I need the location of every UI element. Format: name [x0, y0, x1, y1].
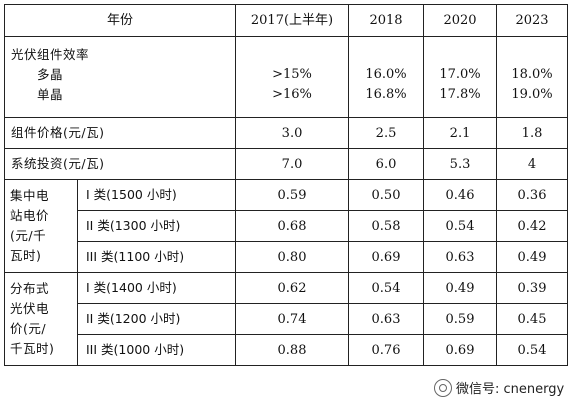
- central-class-3-label: III 类(1100 小时): [76, 241, 237, 273]
- distributed-class-3-2023: 0.54: [496, 334, 569, 366]
- pv-data-table: 年份 2017(上半年) 2018 2020 2023 光伏组件效率 多晶 单晶…: [3, 4, 569, 366]
- distributed-class-2-2023: 0.45: [496, 303, 569, 335]
- system-invest-2023: 4: [496, 148, 569, 180]
- mono-2020: 17.8%: [439, 87, 481, 102]
- system-invest-label: 系统投资(元/瓦): [3, 148, 237, 180]
- distributed-class-3-2017: 0.88: [235, 334, 350, 366]
- pv-data-table-wrapper: 年份 2017(上半年) 2018 2020 2023 光伏组件效率 多晶 单晶…: [3, 4, 569, 366]
- distributed-class-3-label: III 类(1000 小时): [76, 334, 237, 366]
- central-label-line-4: 瓦时): [10, 248, 42, 263]
- central-class-1-2023: 0.36: [496, 179, 569, 211]
- central-row-3: III 类(1100 小时) 0.80 0.69 0.63 0.49: [5, 241, 569, 273]
- mono-crystal-label: 单晶: [37, 87, 64, 102]
- multi-2017: >15%: [272, 67, 312, 82]
- distributed-class-1-label: I 类(1400 小时): [76, 272, 237, 304]
- year-2018-header: 2018: [348, 4, 425, 37]
- distributed-label-line-1: 分布式: [10, 281, 50, 296]
- wechat-watermark: 微信号: cnenergy: [434, 378, 564, 397]
- central-class-1-2017: 0.59: [235, 179, 350, 211]
- year-header: 年份: [3, 4, 237, 37]
- central-class-3-2020: 0.63: [423, 241, 498, 273]
- system-invest-2020: 5.3: [423, 148, 498, 180]
- efficiency-row: 光伏组件效率 多晶 单晶 >15% >16% 16.0% 16.8% 17.0%…: [3, 36, 569, 118]
- module-price-row: 组件价格(元/瓦) 3.0 2.5 2.1 1.8: [3, 117, 569, 149]
- distributed-class-2-2017: 0.74: [235, 303, 350, 335]
- module-price-2017: 3.0: [235, 117, 350, 149]
- multi-crystal-label: 多晶: [37, 67, 64, 82]
- central-label-line-1: 集中电: [10, 188, 50, 203]
- efficiency-2017: >15% >16%: [235, 36, 350, 118]
- multi-2023: 18.0%: [511, 67, 553, 82]
- efficiency-label: 光伏组件效率: [11, 47, 90, 62]
- distributed-label-line-2: 光伏电: [10, 301, 50, 316]
- multi-2020: 17.0%: [439, 67, 481, 82]
- mono-2023: 19.0%: [511, 87, 553, 102]
- central-group-label: 集中电 站电价 (元/千 瓦时): [4, 179, 78, 273]
- year-2023-header: 2023: [496, 4, 569, 37]
- central-row-1: 集中电 站电价 (元/千 瓦时) I 类(1500 小时) 0.59 0.50 …: [4, 179, 569, 273]
- distributed-label-line-4: 千瓦时): [10, 341, 55, 356]
- efficiency-label-cell: 光伏组件效率 多晶 单晶: [3, 36, 237, 118]
- distributed-class-2-2020: 0.59: [423, 303, 498, 335]
- multi-2018: 16.0%: [365, 67, 407, 82]
- module-price-2023: 1.8: [496, 117, 569, 149]
- watermark-text: 微信号: cnenergy: [456, 382, 565, 397]
- central-class-3-2023: 0.49: [496, 241, 569, 273]
- header-row: 年份 2017(上半年) 2018 2020 2023: [3, 4, 569, 37]
- year-2017-header: 2017(上半年): [235, 4, 350, 37]
- year-2020-header: 2020: [423, 4, 498, 37]
- central-class-3-2017: 0.80: [235, 241, 350, 273]
- distributed-row-1: 分布式 光伏电 价(元/ 千瓦时) I 类(1400 小时) 0.62 0.54…: [4, 272, 569, 366]
- distributed-row-2: II 类(1200 小时) 0.74 0.63 0.59 0.45: [5, 303, 569, 335]
- module-price-2020: 2.1: [423, 117, 498, 149]
- efficiency-2023: 18.0% 19.0%: [496, 36, 569, 118]
- distributed-class-1-2018: 0.54: [348, 272, 425, 304]
- wechat-logo-icon: [434, 378, 452, 397]
- central-label-line-2: 站电价: [10, 208, 50, 223]
- distributed-class-3-2018: 0.76: [348, 334, 425, 366]
- central-class-2-2017: 0.68: [235, 210, 350, 242]
- module-price-label: 组件价格(元/瓦): [3, 117, 237, 149]
- mono-2017: >16%: [272, 87, 312, 102]
- distributed-class-1-2020: 0.49: [423, 272, 498, 304]
- system-invest-2018: 6.0: [348, 148, 425, 180]
- central-class-1-label: I 类(1500 小时): [76, 179, 237, 211]
- distributed-label-line-3: 价(元/: [10, 321, 47, 336]
- distributed-class-1-2017: 0.62: [235, 272, 350, 304]
- distributed-class-1-2023: 0.39: [496, 272, 569, 304]
- system-invest-row: 系统投资(元/瓦) 7.0 6.0 5.3 4: [3, 148, 569, 180]
- central-row-2: II 类(1300 小时) 0.68 0.58 0.54 0.42: [5, 210, 569, 242]
- central-class-2-2018: 0.58: [348, 210, 425, 242]
- distributed-class-2-label: II 类(1200 小时): [76, 303, 237, 335]
- central-class-1-2018: 0.50: [348, 179, 425, 211]
- distributed-class-2-2018: 0.63: [348, 303, 425, 335]
- central-class-2-2023: 0.42: [496, 210, 569, 242]
- central-class-2-2020: 0.54: [423, 210, 498, 242]
- central-class-3-2018: 0.69: [348, 241, 425, 273]
- system-invest-2017: 7.0: [235, 148, 350, 180]
- distributed-class-3-2020: 0.69: [423, 334, 498, 366]
- module-price-2018: 2.5: [348, 117, 425, 149]
- efficiency-2018: 16.0% 16.8%: [348, 36, 425, 118]
- central-class-2-label: II 类(1300 小时): [76, 210, 237, 242]
- distributed-row-3: III 类(1000 小时) 0.88 0.76 0.69 0.54: [5, 334, 569, 366]
- distributed-group-label: 分布式 光伏电 价(元/ 千瓦时): [4, 272, 78, 366]
- central-class-1-2020: 0.46: [423, 179, 498, 211]
- efficiency-2020: 17.0% 17.8%: [423, 36, 498, 118]
- central-label-line-3: (元/千: [10, 228, 47, 243]
- mono-2018: 16.8%: [365, 87, 407, 102]
